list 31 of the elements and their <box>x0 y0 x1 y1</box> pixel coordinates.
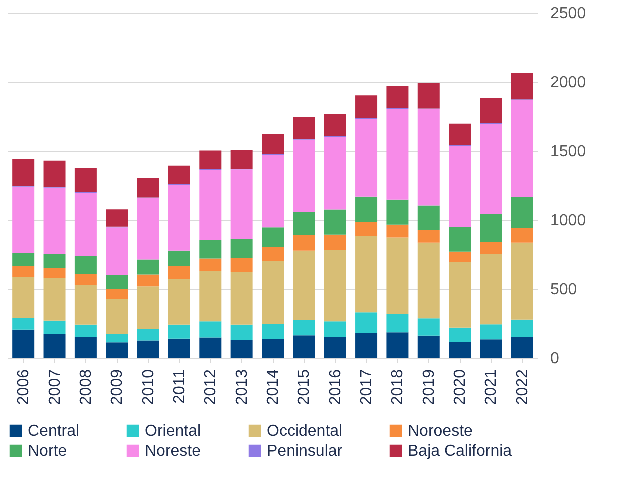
x-tick-label: 2011 <box>171 369 188 404</box>
legend-label: Baja California <box>408 443 512 460</box>
x-tick-label: 2006 <box>16 369 33 406</box>
legend-label: Noreste <box>145 443 202 460</box>
x-tick-label: 2007 <box>46 369 64 406</box>
x-tick-label: 2018 <box>390 369 407 406</box>
legend-label: Occidental <box>267 423 343 440</box>
x-tick-label: 2009 <box>109 369 126 406</box>
x-tick-label: 2021 <box>483 369 500 406</box>
legend-label: Norte <box>28 443 68 460</box>
x-tick-label: 2014 <box>265 369 282 406</box>
x-tick-label: 2016 <box>327 369 344 406</box>
y-tick-label: 500 <box>550 282 578 298</box>
legend-label: Oriental <box>145 423 202 440</box>
x-tick-label: 2012 <box>202 369 220 406</box>
x-tick-label: 2020 <box>452 369 470 406</box>
legend-label: Central <box>28 423 80 440</box>
x-tick-label: 2022 <box>514 369 532 406</box>
x-tick-label: 2017 <box>358 369 376 406</box>
y-tick-label: 2000 <box>550 74 586 92</box>
y-tick-label: 1500 <box>550 144 586 160</box>
y-tick-label: 2500 <box>550 6 586 22</box>
y-tick-label: 0 <box>550 350 560 368</box>
x-tick-label: 2019 <box>420 369 438 406</box>
legend-label: Noroeste <box>408 423 474 440</box>
legend-label: Peninsular <box>267 443 344 460</box>
y-tick-label: 1000 <box>550 212 586 230</box>
x-tick-label: 2013 <box>234 369 251 406</box>
x-tick-label: 2015 <box>296 369 314 406</box>
x-tick-label: 2010 <box>140 369 158 406</box>
x-tick-label: 2008 <box>78 369 95 406</box>
